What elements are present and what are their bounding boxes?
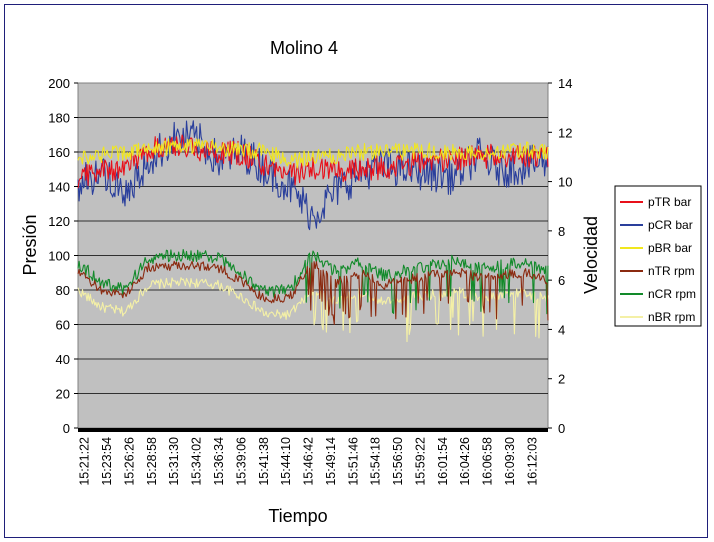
x-tick-label: 16:06:58 — [481, 437, 495, 486]
legend-label: nBR rpm — [648, 310, 695, 324]
y-axis-label: Presión — [20, 214, 40, 275]
legend-label: nTR rpm — [648, 264, 695, 278]
x-tick-label: 16:01:54 — [436, 437, 450, 486]
x-tick-label: 15:21:22 — [78, 437, 92, 486]
x-tick-label: 15:41:38 — [257, 437, 271, 486]
x-tick-label: 15:39:06 — [234, 437, 248, 486]
x-axis-label: Tiempo — [268, 506, 327, 526]
legend: pTR bar pCR bar pBR bar nTR rpm nCR rpm nBR r… — [614, 185, 702, 327]
x-tick-label: 15:54:18 — [369, 437, 383, 486]
series-line-ptr-bar — [77, 134, 549, 189]
x-tick-label: 15:49:14 — [324, 437, 338, 486]
y-tick-label: 80 — [56, 283, 70, 298]
x-tick-label: 15:36:34 — [212, 437, 226, 486]
x-tick-label: 15:46:42 — [302, 437, 316, 486]
y-tick-label: 60 — [56, 318, 70, 333]
y2-tick-label: 10 — [558, 175, 572, 190]
y-tick-label: 20 — [56, 387, 70, 402]
x-tick-label: 15:44:10 — [279, 437, 293, 486]
y-tick-label: 100 — [48, 249, 70, 264]
y2-tick-label: 2 — [558, 372, 565, 387]
legend-box — [614, 185, 702, 327]
x-tick-label: 15:51:46 — [346, 437, 360, 486]
x-tick-label: 15:34:02 — [190, 437, 204, 486]
x-tick-label: 15:31:30 — [167, 437, 181, 486]
x-tick-label: 16:12:03 — [525, 437, 539, 486]
y-tick-label: 120 — [48, 214, 70, 229]
legend-label: pCR bar — [648, 218, 693, 232]
y2-tick-label: 4 — [558, 322, 565, 337]
y2-tick-label: 8 — [558, 224, 565, 239]
y-tick-label: 40 — [56, 352, 70, 367]
legend-label: pTR bar — [648, 195, 691, 209]
grid-lines — [78, 117, 548, 394]
y-tick-label: 200 — [48, 76, 70, 91]
y2-tick-label: 12 — [558, 125, 572, 140]
series-line-ncr-rpm — [77, 248, 549, 315]
chart-svg: Molino 4 0 20 40 60 80 100 120 140 160 180 200 0 2 4 6… — [20, 38, 702, 526]
x-tick-label: 16:09:30 — [503, 437, 517, 486]
y2-tick-label: 0 — [558, 421, 565, 436]
y-tick-label: 140 — [48, 180, 70, 195]
y-tick-label: 180 — [48, 111, 70, 126]
chart-title: Molino 4 — [270, 38, 338, 58]
series-group — [77, 120, 549, 343]
y2-tick-label: 6 — [558, 273, 565, 288]
axes-group: 0 20 40 60 80 100 120 140 160 180 200 0 2 4 6 8 10 12 14 15… — [48, 76, 572, 486]
x-tick-label: 15:56:50 — [391, 437, 405, 486]
series-line-pbr-bar — [77, 138, 549, 169]
y2-tick-label: 14 — [558, 76, 572, 91]
x-tick-label: 15:23:54 — [100, 437, 114, 486]
y-tick-label: 160 — [48, 145, 70, 160]
chart-frame: Molino 4 0 20 40 60 80 100 120 140 160 180 200 0 2 4 6… — [4, 4, 708, 538]
series-line-pcr-bar — [77, 120, 549, 231]
x-tick-label: 15:28:58 — [145, 437, 159, 486]
series-line-ntr-rpm — [77, 260, 549, 326]
x-tick-label: 15:59:22 — [413, 437, 427, 486]
legend-label: pBR bar — [648, 241, 692, 255]
legend-label: nCR rpm — [648, 287, 696, 301]
x-tick-label: 15:26:26 — [122, 437, 136, 486]
y-tick-label: 0 — [63, 421, 70, 436]
x-tick-label: 16:04:26 — [458, 437, 472, 486]
x-axis-line — [78, 428, 548, 432]
y2-axis-label: Velocidad — [581, 216, 601, 294]
